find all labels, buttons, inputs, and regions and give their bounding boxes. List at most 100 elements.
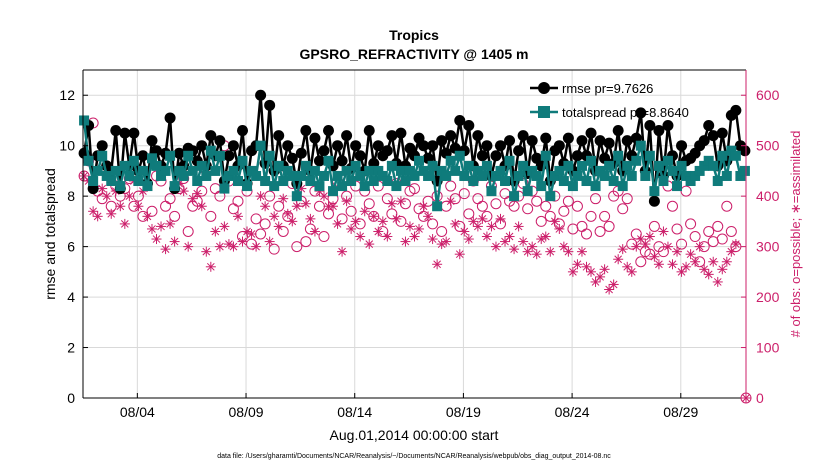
rmse-point: [427, 140, 439, 152]
asterisk-stroke: [311, 227, 319, 236]
asterisk-stroke: [510, 245, 518, 253]
spread-point: [694, 165, 705, 176]
spread-point: [662, 155, 673, 166]
assimilated-point: [346, 223, 357, 234]
assimilated-point: [246, 229, 257, 239]
asterisk-stroke: [695, 242, 704, 251]
spread-point: [640, 170, 651, 181]
spread-point: [463, 160, 474, 171]
rmse-point: [196, 140, 208, 152]
rmse-point: [341, 130, 353, 142]
spread-point: [300, 160, 311, 171]
assimilated-point: [427, 234, 438, 245]
spread-point: [518, 160, 529, 171]
legend-rmse-label: rmse pr=9.7626: [562, 81, 653, 96]
asterisk-stroke: [338, 247, 346, 256]
legend: rmse pr=9.7626 totalspread pr=8.8640: [530, 81, 689, 120]
spread-point: [119, 160, 130, 171]
assimilated-point: [685, 249, 696, 260]
possible-point: [621, 193, 633, 205]
spread-point: [364, 165, 375, 176]
spread-point: [549, 170, 560, 181]
spread-point: [414, 155, 425, 166]
assimilated-point: [359, 206, 370, 217]
rmse-point: [295, 147, 307, 159]
assimilated-point: [644, 231, 655, 242]
assimilated-point: [712, 276, 723, 287]
assimilated-point: [97, 183, 108, 194]
assimilated-point: [364, 239, 375, 250]
spread-point: [730, 150, 741, 161]
spread-point: [477, 170, 488, 181]
asterisk-stroke: [89, 207, 97, 216]
rmse-point: [300, 125, 312, 137]
asterisk-stroke: [93, 212, 102, 221]
asterisk-stroke: [306, 215, 315, 223]
assimilated-point: [291, 201, 302, 212]
assimilated-point: [328, 201, 339, 212]
y-tick-label: 2: [67, 340, 75, 356]
spread-point: [156, 170, 167, 181]
possible-point: [345, 205, 357, 217]
spread-point: [599, 170, 610, 181]
asterisk-stroke: [378, 217, 387, 226]
rmse-point: [223, 150, 235, 162]
x-tick-label: 08/29: [663, 404, 698, 420]
asterisk-stroke: [727, 247, 736, 256]
spread-point: [586, 155, 597, 166]
spread-point: [690, 170, 701, 181]
y2-tick-label: 600: [756, 87, 780, 103]
y2-tick-label: 100: [756, 340, 780, 356]
rmse-point: [716, 127, 728, 139]
y-tick-label: 8: [67, 188, 75, 204]
rmse-point: [164, 112, 176, 124]
rmse-point: [517, 130, 529, 142]
asterisk-stroke: [333, 220, 342, 228]
spread-point: [604, 160, 615, 171]
assimilated-point: [133, 201, 144, 212]
rmse-point: [137, 150, 149, 162]
asterisk-stroke: [587, 267, 595, 276]
asterisk-stroke: [519, 237, 527, 246]
asterisk-stroke: [288, 217, 297, 226]
asterisk-stroke: [225, 240, 233, 248]
asterisk-stroke: [279, 194, 288, 203]
asterisk-stroke: [646, 232, 654, 241]
spread-point: [368, 176, 379, 187]
assimilated-point: [649, 251, 660, 262]
rmse-point: [653, 125, 665, 137]
asterisk-stroke: [496, 215, 505, 223]
spread-point: [386, 160, 397, 171]
asterisk-stroke: [365, 240, 374, 248]
rmse-point: [323, 125, 335, 137]
spread-point: [717, 150, 728, 161]
rmse-point: [513, 145, 525, 157]
assimilated-point: [119, 218, 130, 229]
assimilated-point: [549, 216, 560, 227]
possible-point: [232, 195, 244, 207]
possible-point: [458, 188, 470, 200]
assimilated-point: [368, 211, 379, 222]
possible-point: [476, 200, 488, 212]
spread-point: [110, 165, 121, 176]
possible-point: [666, 200, 678, 212]
asterisk-stroke: [664, 242, 672, 251]
spread-point: [391, 181, 402, 192]
spread-point: [626, 170, 637, 181]
asterisk-stroke: [469, 217, 478, 226]
assimilated-point: [386, 198, 397, 209]
assimilated-point: [576, 246, 587, 257]
asterisk-stroke: [641, 240, 650, 248]
possible-point: [703, 225, 715, 237]
possible-point: [531, 195, 543, 207]
possible-point: [571, 200, 583, 212]
rmse-point: [255, 89, 267, 101]
spread-point: [581, 176, 592, 187]
spread-point: [196, 160, 207, 171]
asterisk-stroke: [455, 250, 464, 259]
assimilated-point: [445, 196, 456, 207]
asterisk-stroke: [329, 202, 337, 211]
asterisk-stroke: [668, 260, 677, 269]
assimilated-point: [232, 211, 243, 222]
spread-point: [332, 170, 343, 181]
